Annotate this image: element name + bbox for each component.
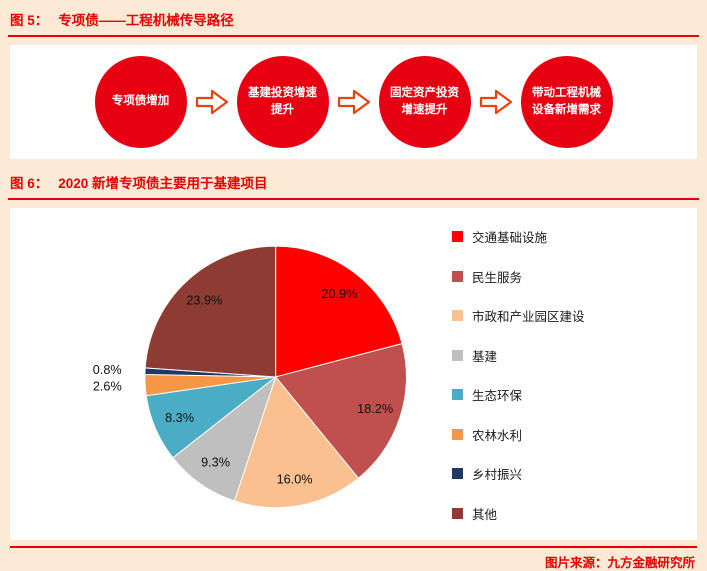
legend-label: 生态环保 [472,389,523,404]
legend-item: 生态环保 [452,385,689,404]
source-text: 图片来源：九方金融研究所 [544,556,695,570]
pie-label: 23.9% [186,293,222,307]
pie-label: 16.0% [277,473,313,487]
legend-item: 农林水利 [452,425,689,444]
legend-item: 市政和产业园区建设 [452,306,689,325]
arrow-right-icon [337,89,370,115]
figure6-chart-panel: 20.9% 18.2% 16.0% 9.3% 8.3% 2.6% 0.8% 23.9% 交通基… [10,208,697,540]
pie-label: 0.8% [93,363,122,377]
legend-item: 基建 [452,346,689,365]
pie-label: 20.9% [321,287,357,301]
pie-chart: 20.9% 18.2% 16.0% 9.3% 8.3% 2.6% 0.8% 23.9% [93,245,407,509]
pie-legend: 交通基础设施 民生服务市政和产业园区建设 基建生态环保农林水利乡村振兴其他 [452,213,689,535]
flow-step-circle: 专项债增加 [94,56,187,148]
legend-swatch [452,310,463,322]
legend-label: 农林水利 [472,428,523,443]
figure6-header: 图 6： 2020 新增专项债主要用于基建项目 [8,169,699,200]
legend-item: 其他 [452,504,689,523]
figure6-label: 图 6： [10,176,49,191]
legend-swatch [452,349,463,361]
pie-label: 2.6% [93,379,122,393]
legend-label: 市政和产业园区建设 [472,310,585,325]
pie-slice [274,343,407,479]
arrow-right-icon [479,89,512,115]
legend-swatch [452,389,463,401]
legend-swatch [452,507,463,519]
legend-swatch [452,270,463,282]
legend-label: 民生服务 [472,270,523,285]
pie-slice [233,375,360,509]
pie-label: 9.3% [201,455,230,469]
legend-swatch [452,428,463,440]
legend-label: 其他 [472,507,498,522]
pie-slice [275,245,403,378]
figure5-label: 图 5： [10,13,49,28]
figure5-title: 专项债——工程机械传导路径 [58,13,234,28]
pie-label: 8.3% [165,411,194,425]
flow-step-circle: 固定资产投资增速提升 [378,56,471,148]
legend-item: 交通基础设施 [452,227,689,246]
figure6-title: 2020 新增专项债主要用于基建项目 [58,176,268,191]
figure5-flow-diagram: 专项债增加 基建投资增速提升 固定资产投资增速提升 带动工程机械设备新增需求 [10,45,697,159]
pie-slice [172,375,277,502]
legend-item: 乡村振兴 [452,464,689,483]
legend-label: 基建 [472,349,498,364]
flow-step-circle: 带动工程机械设备新增需求 [520,56,613,148]
legend-swatch [452,231,463,242]
pie-label: 18.2% [357,402,393,416]
figure5-header: 图 5： 专项债——工程机械传导路径 [8,6,699,37]
arrow-right-icon [195,89,228,115]
legend-label: 交通基础设施 [472,231,548,245]
footer: 图片来源：九方金融研究所 [10,546,697,571]
flow-step-circle: 基建投资增速提升 [236,56,329,148]
legend-label: 乡村振兴 [472,468,523,483]
legend-item: 民生服务 [452,267,689,286]
legend-swatch [452,468,463,480]
pie-slice [144,245,277,378]
